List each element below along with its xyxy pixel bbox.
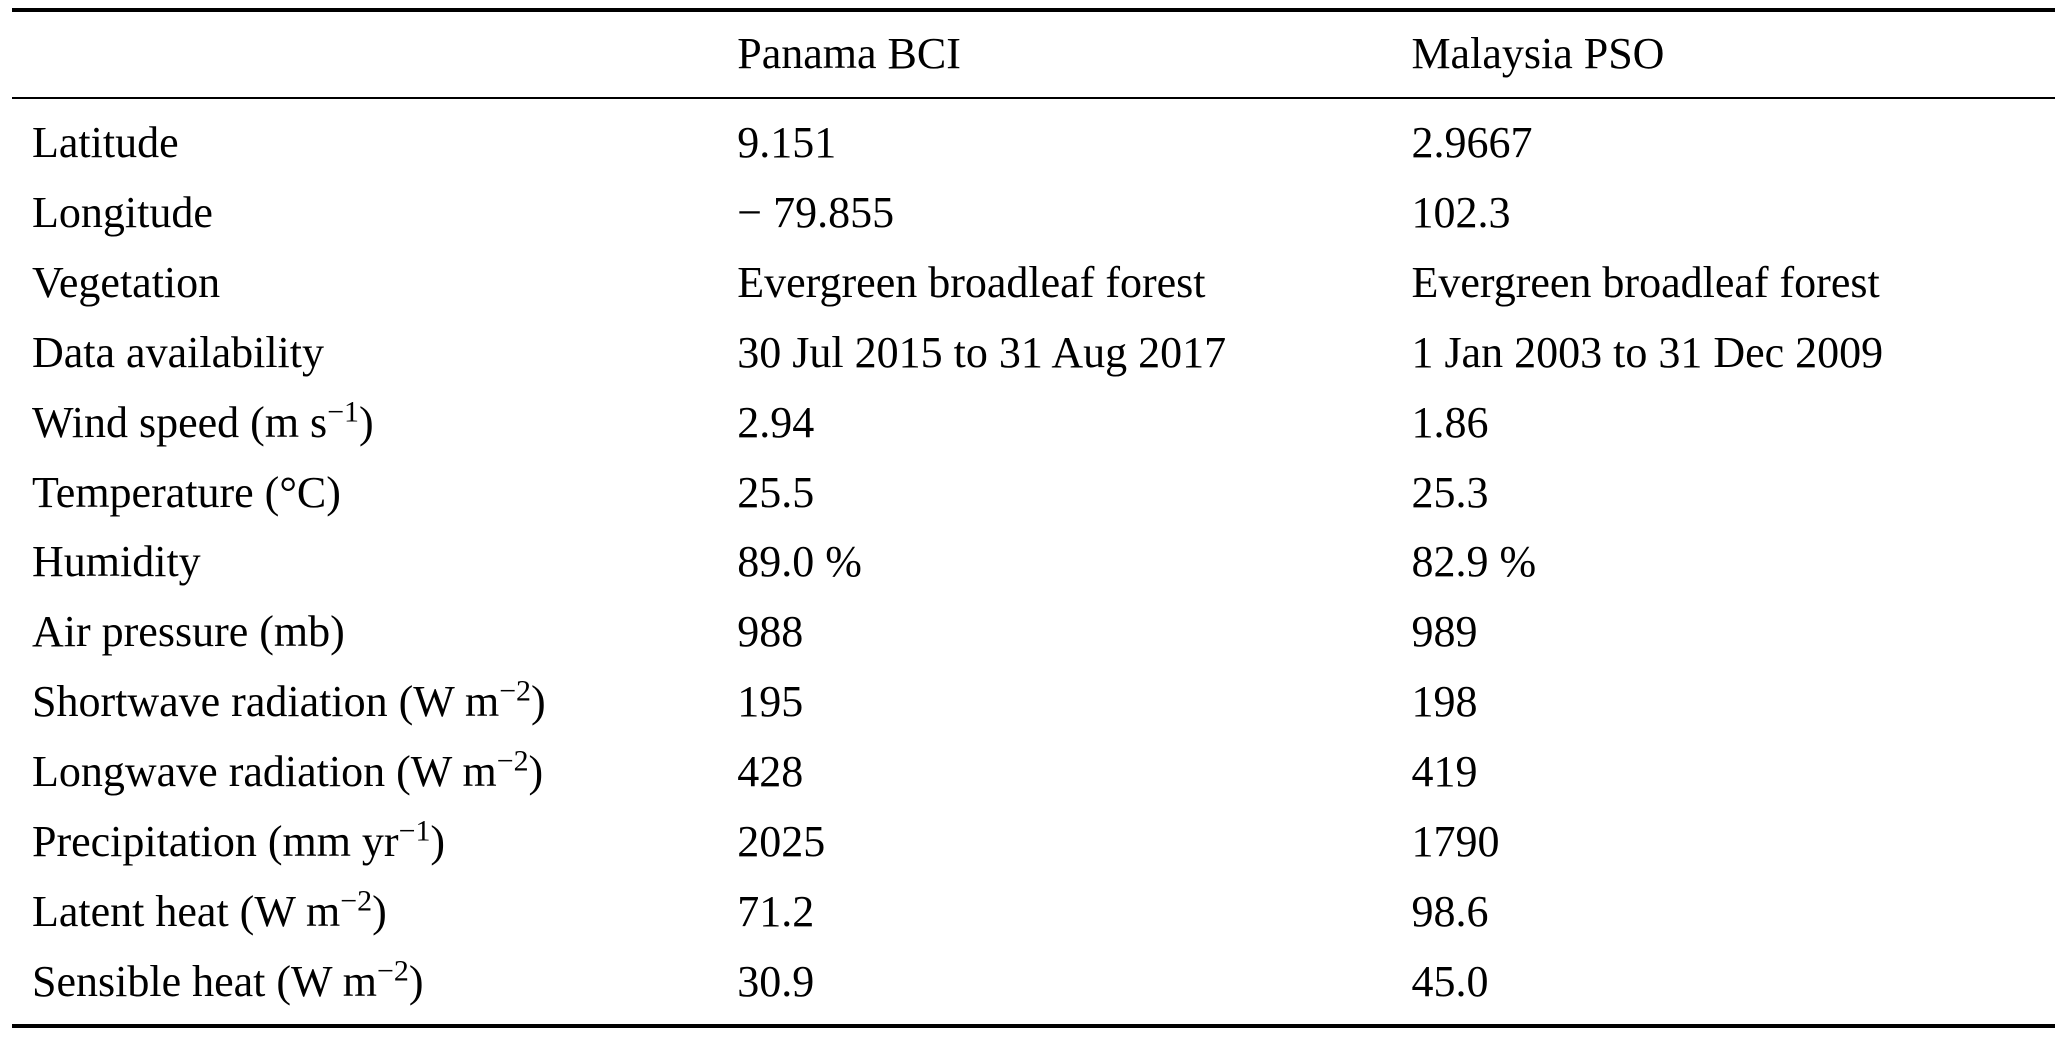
row-label-text-end: ) <box>372 886 387 936</box>
cell-malaysia: 1 Jan 2003 to 31 Dec 2009 <box>1411 327 1884 377</box>
row-label-text-end: ) <box>531 677 546 727</box>
table-row-data-availability: Data availability 30 Jul 2015 to 31 Aug … <box>12 318 2055 388</box>
cell-panama: 9.151 <box>737 118 837 167</box>
cell-panama: 71.2 <box>737 886 815 936</box>
row-label: Longwave radiation (W m−2) <box>12 737 737 807</box>
cell-malaysia: 1790 <box>1411 817 1500 867</box>
row-label-text: Latent heat (W m <box>32 886 341 936</box>
row-label: Shortwave radiation (W m−2) <box>12 667 737 737</box>
unit-superscript: −1 <box>327 394 360 428</box>
cell-malaysia: 1.86 <box>1411 397 1489 447</box>
row-label-text: Temperature (°C) <box>32 467 341 517</box>
site-characteristics-table: Panama BCI Malaysia PSO Latitude 9.151 2… <box>12 8 2055 1028</box>
table-row-longitude: Longitude − 79.855 102.3 <box>12 178 2055 248</box>
header-row: Panama BCI Malaysia PSO <box>12 10 2055 99</box>
row-label: Precipitation (mm yr−1) <box>12 807 737 877</box>
row-label-text: Humidity <box>32 537 201 587</box>
row-label-text: Data availability <box>32 327 324 377</box>
cell-malaysia: 989 <box>1411 607 1478 657</box>
row-label: Vegetation <box>12 248 737 318</box>
row-label-text: Latitude <box>32 118 179 167</box>
cell-malaysia: 45.0 <box>1411 956 1489 1006</box>
table-row-vegetation: Vegetation Evergreen broadleaf forest Ev… <box>12 248 2055 318</box>
table-row-air-pressure: Air pressure (mb) 988 989 <box>12 597 2055 667</box>
header-empty-cell <box>12 10 738 99</box>
cell-malaysia: 419 <box>1411 747 1478 797</box>
cell-malaysia: 82.9 % <box>1411 537 1537 587</box>
row-label-text: Precipitation (mm yr <box>32 817 399 867</box>
header-panama-bci: Panama BCI <box>737 10 1412 99</box>
row-label: Humidity <box>12 527 737 597</box>
table-row-humidity: Humidity 89.0 % 82.9 % <box>12 527 2055 597</box>
row-label-text: Air pressure (mb) <box>32 607 345 657</box>
cell-malaysia: Evergreen broadleaf forest <box>1411 257 1880 307</box>
table-row-wind-speed: Wind speed (m s−1) 2.94 1.86 <box>12 388 2055 458</box>
cell-panama: 2025 <box>737 817 826 867</box>
unit-superscript: −2 <box>340 884 373 918</box>
table-row-temperature: Temperature (°C) 25.5 25.3 <box>12 458 2055 528</box>
unit-superscript: −2 <box>499 674 532 708</box>
cell-panama: 30.9 <box>737 956 815 1006</box>
row-label-text: Vegetation <box>32 257 221 307</box>
cell-malaysia: 2.9667 <box>1411 118 1533 167</box>
unit-superscript: −1 <box>398 814 431 848</box>
table-row-longwave-radiation: Longwave radiation (W m−2) 428 419 <box>12 737 2055 807</box>
cell-panama: Evergreen broadleaf forest <box>737 257 1206 307</box>
unit-superscript: −2 <box>377 954 409 988</box>
row-label: Latent heat (W m−2) <box>12 877 737 947</box>
cell-malaysia: 102.3 <box>1411 187 1511 237</box>
row-label-text: Wind speed (m s <box>32 397 328 447</box>
row-label-text-end: ) <box>528 747 544 797</box>
cell-panama: 988 <box>737 607 804 657</box>
row-label-text: Sensible heat (W m <box>32 956 377 1006</box>
unit-superscript: −2 <box>496 744 529 778</box>
row-label: Latitude <box>12 98 737 178</box>
cell-malaysia: 25.3 <box>1411 467 1489 517</box>
table-row-latitude: Latitude 9.151 2.9667 <box>12 98 2055 178</box>
cell-malaysia: 198 <box>1411 677 1478 727</box>
row-label: Data availability <box>12 318 737 388</box>
cell-panama: 30 Jul 2015 to 31 Aug 2017 <box>737 327 1227 377</box>
row-label: Wind speed (m s−1) <box>12 388 737 458</box>
cell-panama: 89.0 % <box>737 537 862 587</box>
cell-panama: 2.94 <box>737 397 815 447</box>
header-malaysia-pso: Malaysia PSO <box>1411 10 2055 99</box>
cell-panama: 428 <box>737 747 804 797</box>
table-row-latent-heat: Latent heat (W m−2) 71.2 98.6 <box>12 877 2055 947</box>
cell-panama: 195 <box>737 677 804 727</box>
row-label-text-end: ) <box>408 956 424 1006</box>
table-row-shortwave-radiation: Shortwave radiation (W m−2) 195 198 <box>12 667 2055 737</box>
table-row-precipitation: Precipitation (mm yr−1) 2025 1790 <box>12 807 2055 877</box>
cell-panama: − 79.855 <box>737 187 895 237</box>
row-label-text-end: ) <box>430 817 446 867</box>
row-label-text-end: ) <box>359 397 374 447</box>
row-label: Temperature (°C) <box>12 458 737 528</box>
row-label-text: Longitude <box>32 187 213 237</box>
cell-malaysia: 98.6 <box>1411 886 1489 936</box>
cell-panama: 25.5 <box>737 467 815 517</box>
row-label-text: Longwave radiation (W m <box>32 747 497 797</box>
table-row-sensible-heat: Sensible heat (W m−2) 30.9 45.0 <box>12 947 2055 1026</box>
row-label: Air pressure (mb) <box>12 597 737 667</box>
row-label-text: Shortwave radiation (W m <box>32 677 500 727</box>
row-label: Sensible heat (W m−2) <box>12 947 737 1026</box>
row-label: Longitude <box>12 178 737 248</box>
